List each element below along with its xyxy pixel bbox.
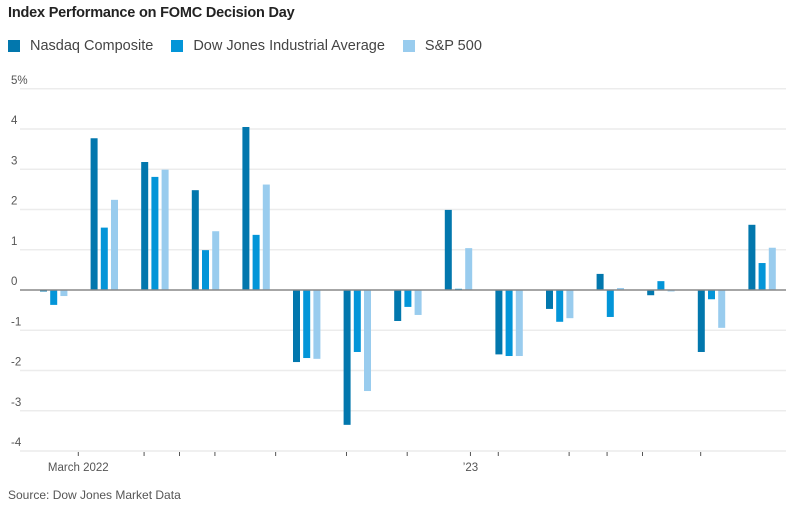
bar-dow-jones-industrial-average	[353, 290, 361, 352]
bar-nasdaq-composite	[596, 273, 604, 290]
y-tick-label: -3	[11, 397, 21, 409]
bar-nasdaq-composite	[343, 290, 351, 425]
bar-dow-jones-industrial-average	[151, 176, 159, 290]
bar-nasdaq-composite	[394, 290, 402, 321]
legend-label-dow: Dow Jones Industrial Average	[193, 38, 385, 54]
legend-item-dow: Dow Jones Industrial Average	[171, 38, 385, 54]
bar-dow-jones-industrial-average	[708, 290, 715, 300]
y-tick-label: 1	[11, 236, 17, 248]
bar-nasdaq-composite	[546, 290, 553, 309]
bar-nasdaq-composite	[90, 138, 98, 290]
y-tick-label: -2	[11, 357, 21, 369]
y-tick-label: -1	[11, 316, 21, 328]
legend-item-nasdaq: Nasdaq Composite	[8, 38, 153, 54]
bar-nasdaq-composite	[141, 162, 149, 290]
bar-s-p-500	[262, 184, 270, 290]
y-tick-label: 5%	[11, 75, 28, 87]
bar-dow-jones-industrial-average	[303, 290, 311, 359]
legend-swatch-sp500	[402, 40, 415, 52]
bar-nasdaq-composite	[242, 126, 250, 290]
bar-nasdaq-composite	[444, 209, 452, 290]
bar-nasdaq-composite	[647, 290, 655, 296]
y-tick-label: -4	[11, 437, 22, 449]
y-tick-label: 4	[11, 115, 18, 127]
chart-title: Index Performance on FOMC Decision Day	[8, 5, 295, 21]
bar-s-p-500	[212, 231, 220, 290]
bar-nasdaq-composite	[495, 290, 503, 355]
x-tick-label: March 2022	[48, 462, 109, 474]
bar-dow-jones-industrial-average	[202, 250, 209, 290]
bar-s-p-500	[768, 247, 776, 290]
bar-nasdaq-composite	[748, 224, 756, 290]
bar-s-p-500	[617, 287, 624, 290]
y-tick-label: 2	[11, 196, 17, 208]
bar-nasdaq-composite	[293, 290, 300, 363]
bar-dow-jones-industrial-average	[505, 290, 513, 357]
bar-dow-jones-industrial-average	[657, 281, 665, 290]
bar-dow-jones-industrial-average	[606, 290, 614, 317]
bar-dow-jones-industrial-average	[556, 290, 564, 322]
legend: Nasdaq Composite Dow Jones Industrial Av…	[8, 38, 500, 54]
legend-item-sp500: S&P 500	[402, 38, 482, 54]
bar-s-p-500	[364, 290, 371, 392]
legend-label-sp500: S&P 500	[424, 38, 482, 54]
legend-swatch-nasdaq	[8, 40, 20, 52]
bar-s-p-500	[313, 290, 321, 359]
bar-s-p-500	[414, 290, 422, 315]
source-note: Source: Dow Jones Market Data	[8, 488, 181, 502]
legend-swatch-dow	[171, 40, 184, 52]
y-tick-label: 3	[11, 155, 17, 167]
x-tick-label: ’23	[463, 462, 478, 474]
bar-s-p-500	[60, 290, 68, 297]
bar-nasdaq-composite	[191, 190, 199, 290]
bar-dow-jones-industrial-average	[100, 227, 108, 290]
bar-nasdaq-composite	[697, 290, 705, 352]
legend-label-nasdaq: Nasdaq Composite	[30, 38, 154, 54]
bar-s-p-500	[111, 199, 118, 290]
bar-s-p-500	[515, 290, 523, 357]
bar-dow-jones-industrial-average	[252, 234, 260, 290]
bar-s-p-500	[718, 290, 726, 328]
bar-dow-jones-industrial-average	[50, 290, 58, 305]
bar-dow-jones-industrial-average	[404, 290, 412, 307]
bar-dow-jones-industrial-average	[758, 263, 766, 290]
y-tick-label: 0	[11, 276, 17, 288]
bar-s-p-500	[465, 248, 473, 290]
bar-s-p-500	[566, 290, 574, 319]
bar-s-p-500	[161, 169, 169, 290]
